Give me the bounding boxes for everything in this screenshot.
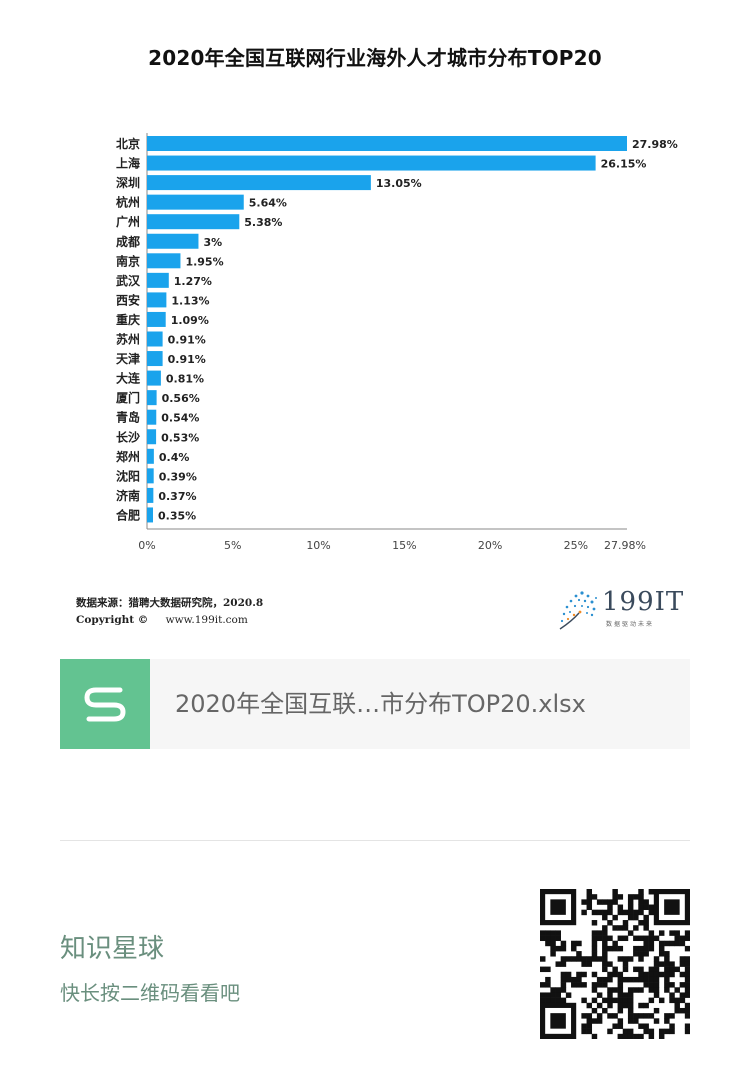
value-label: 0.53% (161, 431, 199, 444)
value-label: 0.35% (158, 509, 196, 522)
category-label: 郑州 (116, 449, 140, 464)
value-label: 0.81% (166, 373, 204, 386)
category-label: 武汉 (116, 273, 141, 288)
bar-13 (147, 390, 157, 406)
copyright-line: Copyright © www.199it.com (76, 614, 248, 626)
bar-7 (147, 272, 169, 288)
value-label: 5.38% (244, 216, 282, 229)
category-label: 广州 (116, 214, 140, 229)
category-label: 北京 (116, 136, 140, 151)
category-label: 长沙 (116, 429, 140, 444)
bar-9 (147, 311, 166, 327)
value-label: 0.91% (168, 334, 206, 347)
bar-2 (147, 175, 371, 191)
bar-1 (147, 155, 596, 171)
value-label: 26.15% (601, 158, 647, 171)
category-label: 成都 (116, 234, 140, 249)
category-label: 深圳 (116, 175, 140, 190)
promo-title: 知识星球 (60, 934, 165, 964)
value-label: 1.09% (171, 314, 209, 327)
chart-title: 2020年全国互联网行业海外人才城市分布TOP20 (148, 46, 602, 70)
value-label: 13.05% (376, 177, 422, 190)
value-label: 5.64% (249, 197, 287, 210)
category-label: 大连 (116, 371, 141, 386)
x-tick-label: 25% (564, 539, 588, 552)
value-label: 1.95% (185, 255, 223, 268)
promo-hint: 快长按二维码看看吧 (60, 981, 240, 1005)
value-label: 27.98% (632, 138, 678, 151)
value-label: 3% (203, 236, 222, 249)
x-tick-label: 27.98% (604, 539, 646, 552)
x-tick-label: 0% (138, 539, 155, 552)
bar-6 (147, 253, 181, 269)
value-label: 1.13% (171, 294, 209, 307)
category-label: 济南 (116, 488, 140, 503)
bar-chart: 北京 27.98% 上海 26.15% 深圳 13.05% 杭州 5.64% 广州 5.38% 成都… (116, 133, 678, 552)
logo-text: 199IT (602, 587, 685, 617)
bar-19 (147, 507, 154, 523)
value-label: 0.39% (159, 470, 197, 483)
value-label: 1.27% (174, 275, 212, 288)
category-label: 苏州 (116, 332, 140, 347)
category-label: 南京 (116, 253, 140, 268)
file-name[interactable]: 2020年全国互联…市分布TOP20.xlsx (175, 690, 586, 718)
bar-4 (147, 214, 240, 230)
bar-12 (147, 370, 161, 386)
x-tick-label: 5% (224, 539, 241, 552)
logo-slogan: 数据驱动未来 (606, 621, 655, 628)
category-label: 上海 (116, 156, 140, 171)
value-label: 0.37% (158, 490, 196, 503)
category-label: 天津 (116, 351, 140, 366)
bar-8 (147, 292, 167, 308)
x-tick-label: 20% (478, 539, 502, 552)
bar-17 (147, 468, 154, 484)
value-label: 0.91% (168, 353, 206, 366)
source-url: www.199it.com (165, 614, 248, 626)
bar-5 (147, 233, 199, 249)
bar-11 (147, 351, 163, 367)
category-label: 重庆 (116, 312, 140, 327)
category-label: 沈阳 (116, 468, 140, 483)
category-label: 杭州 (116, 195, 140, 210)
qr-code-icon[interactable] (540, 889, 690, 1039)
dandelion-logo-icon (559, 591, 597, 630)
category-label: 合肥 (116, 507, 140, 522)
value-label: 0.4% (159, 451, 190, 464)
spreadsheet-file-icon (60, 659, 150, 749)
bar-10 (147, 331, 163, 347)
category-label: 厦门 (116, 390, 140, 405)
category-label: 青岛 (116, 410, 140, 425)
bar-15 (147, 429, 157, 445)
x-tick-label: 15% (392, 539, 416, 552)
bar-16 (147, 448, 154, 464)
value-label: 0.56% (162, 392, 200, 405)
x-tick-label: 10% (306, 539, 330, 552)
bar-0 (147, 136, 627, 151)
bar-3 (147, 194, 244, 210)
data-source-text: 数据来源：猎聘大数据研究院，2020.8 (76, 597, 264, 609)
bar-18 (147, 487, 154, 503)
copyright-label: Copyright © (76, 614, 149, 626)
bar-14 (147, 409, 157, 425)
file-attachment-card[interactable]: 2020年全国互联…市分布TOP20.xlsx (60, 659, 690, 749)
199it-logo: 199IT 数据驱动未来 (552, 585, 692, 633)
category-label: 西安 (116, 292, 140, 307)
divider (60, 840, 690, 841)
value-label: 0.54% (161, 412, 199, 425)
